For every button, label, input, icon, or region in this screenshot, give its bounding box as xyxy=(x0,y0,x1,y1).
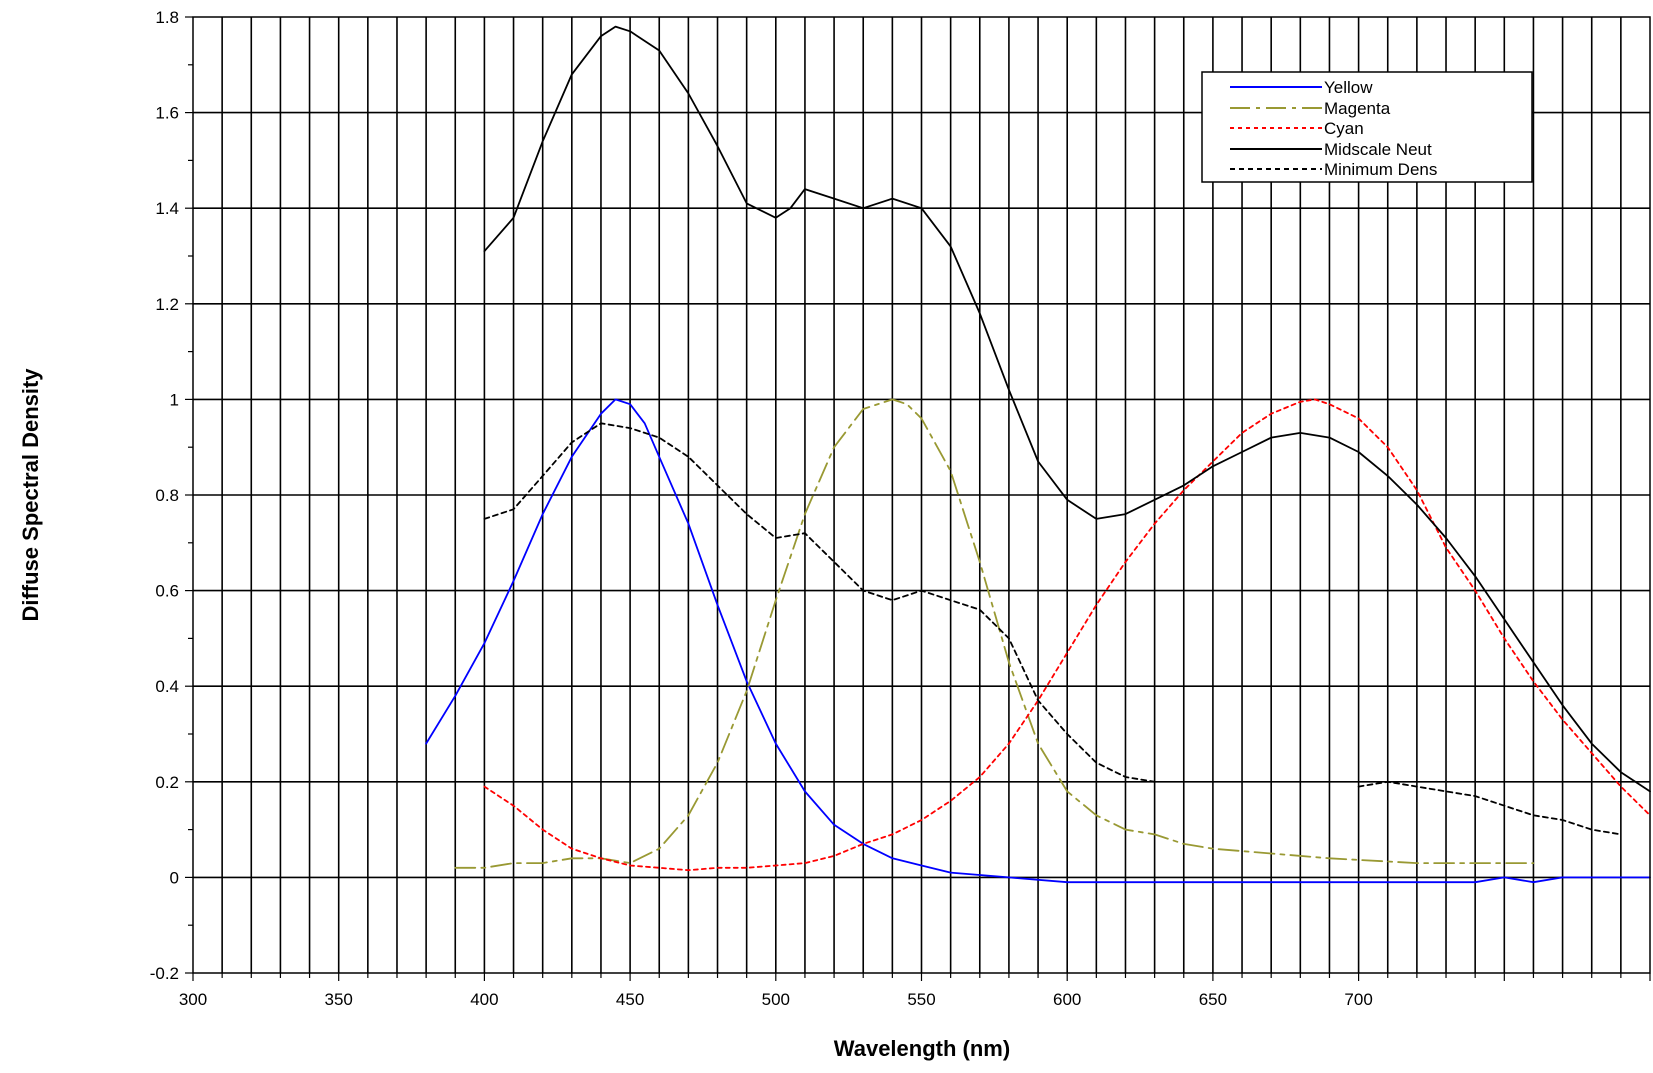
y-tick-label: 1.4 xyxy=(155,199,179,218)
legend-item-midscale-neut: Midscale Neut xyxy=(1230,140,1432,159)
x-tick-label: 700 xyxy=(1344,990,1372,1009)
y-tick-label: 0.8 xyxy=(155,486,179,505)
series-line-minimum-dens xyxy=(483,422,1156,783)
x-tick-label: 400 xyxy=(470,990,498,1009)
y-tick-label: 1 xyxy=(170,390,179,409)
y-tick-label: -0.2 xyxy=(150,964,179,983)
series-layer xyxy=(425,25,1651,884)
grid xyxy=(193,17,1650,973)
x-tick-label: 650 xyxy=(1199,990,1227,1009)
legend-label-cyan: Cyan xyxy=(1324,119,1364,138)
x-tick-label: 550 xyxy=(907,990,935,1009)
legend-item-yellow: Yellow xyxy=(1230,78,1373,97)
y-tick-label: 0.6 xyxy=(155,582,179,601)
y-tick-label: 1.2 xyxy=(155,295,179,314)
y-tick-label: 1.6 xyxy=(155,104,179,123)
series-line-minimum-dens xyxy=(1357,780,1622,836)
series-line-yellow xyxy=(425,398,1651,884)
x-tick-label: 500 xyxy=(762,990,790,1009)
y-tick-label: 1.8 xyxy=(155,8,179,27)
legend-item-magenta: Magenta xyxy=(1230,99,1391,118)
legend-label-yellow: Yellow xyxy=(1324,78,1373,97)
series-line-midscale-neut xyxy=(483,25,1651,793)
x-tick-label: 300 xyxy=(179,990,207,1009)
x-tick-label: 450 xyxy=(616,990,644,1009)
series-line-cyan xyxy=(483,398,1651,872)
legend-item-cyan: Cyan xyxy=(1230,119,1364,138)
legend-label-minimum-dens: Minimum Dens xyxy=(1324,160,1437,179)
legend: Yellow Magenta Cyan Midscale Neut Minimu… xyxy=(1201,71,1533,183)
legend-item-minimum-dens: Minimum Dens xyxy=(1230,160,1437,179)
x-tick-label: 350 xyxy=(325,990,353,1009)
y-tick-label: 0 xyxy=(170,868,179,887)
plot-border xyxy=(192,16,1651,974)
y-axis-title: Diffuse Spectral Density xyxy=(18,368,43,622)
tick-labels: 300 350 400 450 500 550 600 650 700 -0.2 0 0.2 0.4 0.… xyxy=(150,8,1373,1009)
x-axis-title: Wavelength (nm) xyxy=(834,1036,1010,1061)
y-tick-label: 0.2 xyxy=(155,773,179,792)
legend-label-midscale-neut: Midscale Neut xyxy=(1324,140,1432,159)
x-tick-label: 600 xyxy=(1053,990,1081,1009)
axis-ticks xyxy=(185,16,1651,981)
y-tick-label: 0.4 xyxy=(155,677,179,696)
legend-label-magenta: Magenta xyxy=(1324,99,1391,118)
